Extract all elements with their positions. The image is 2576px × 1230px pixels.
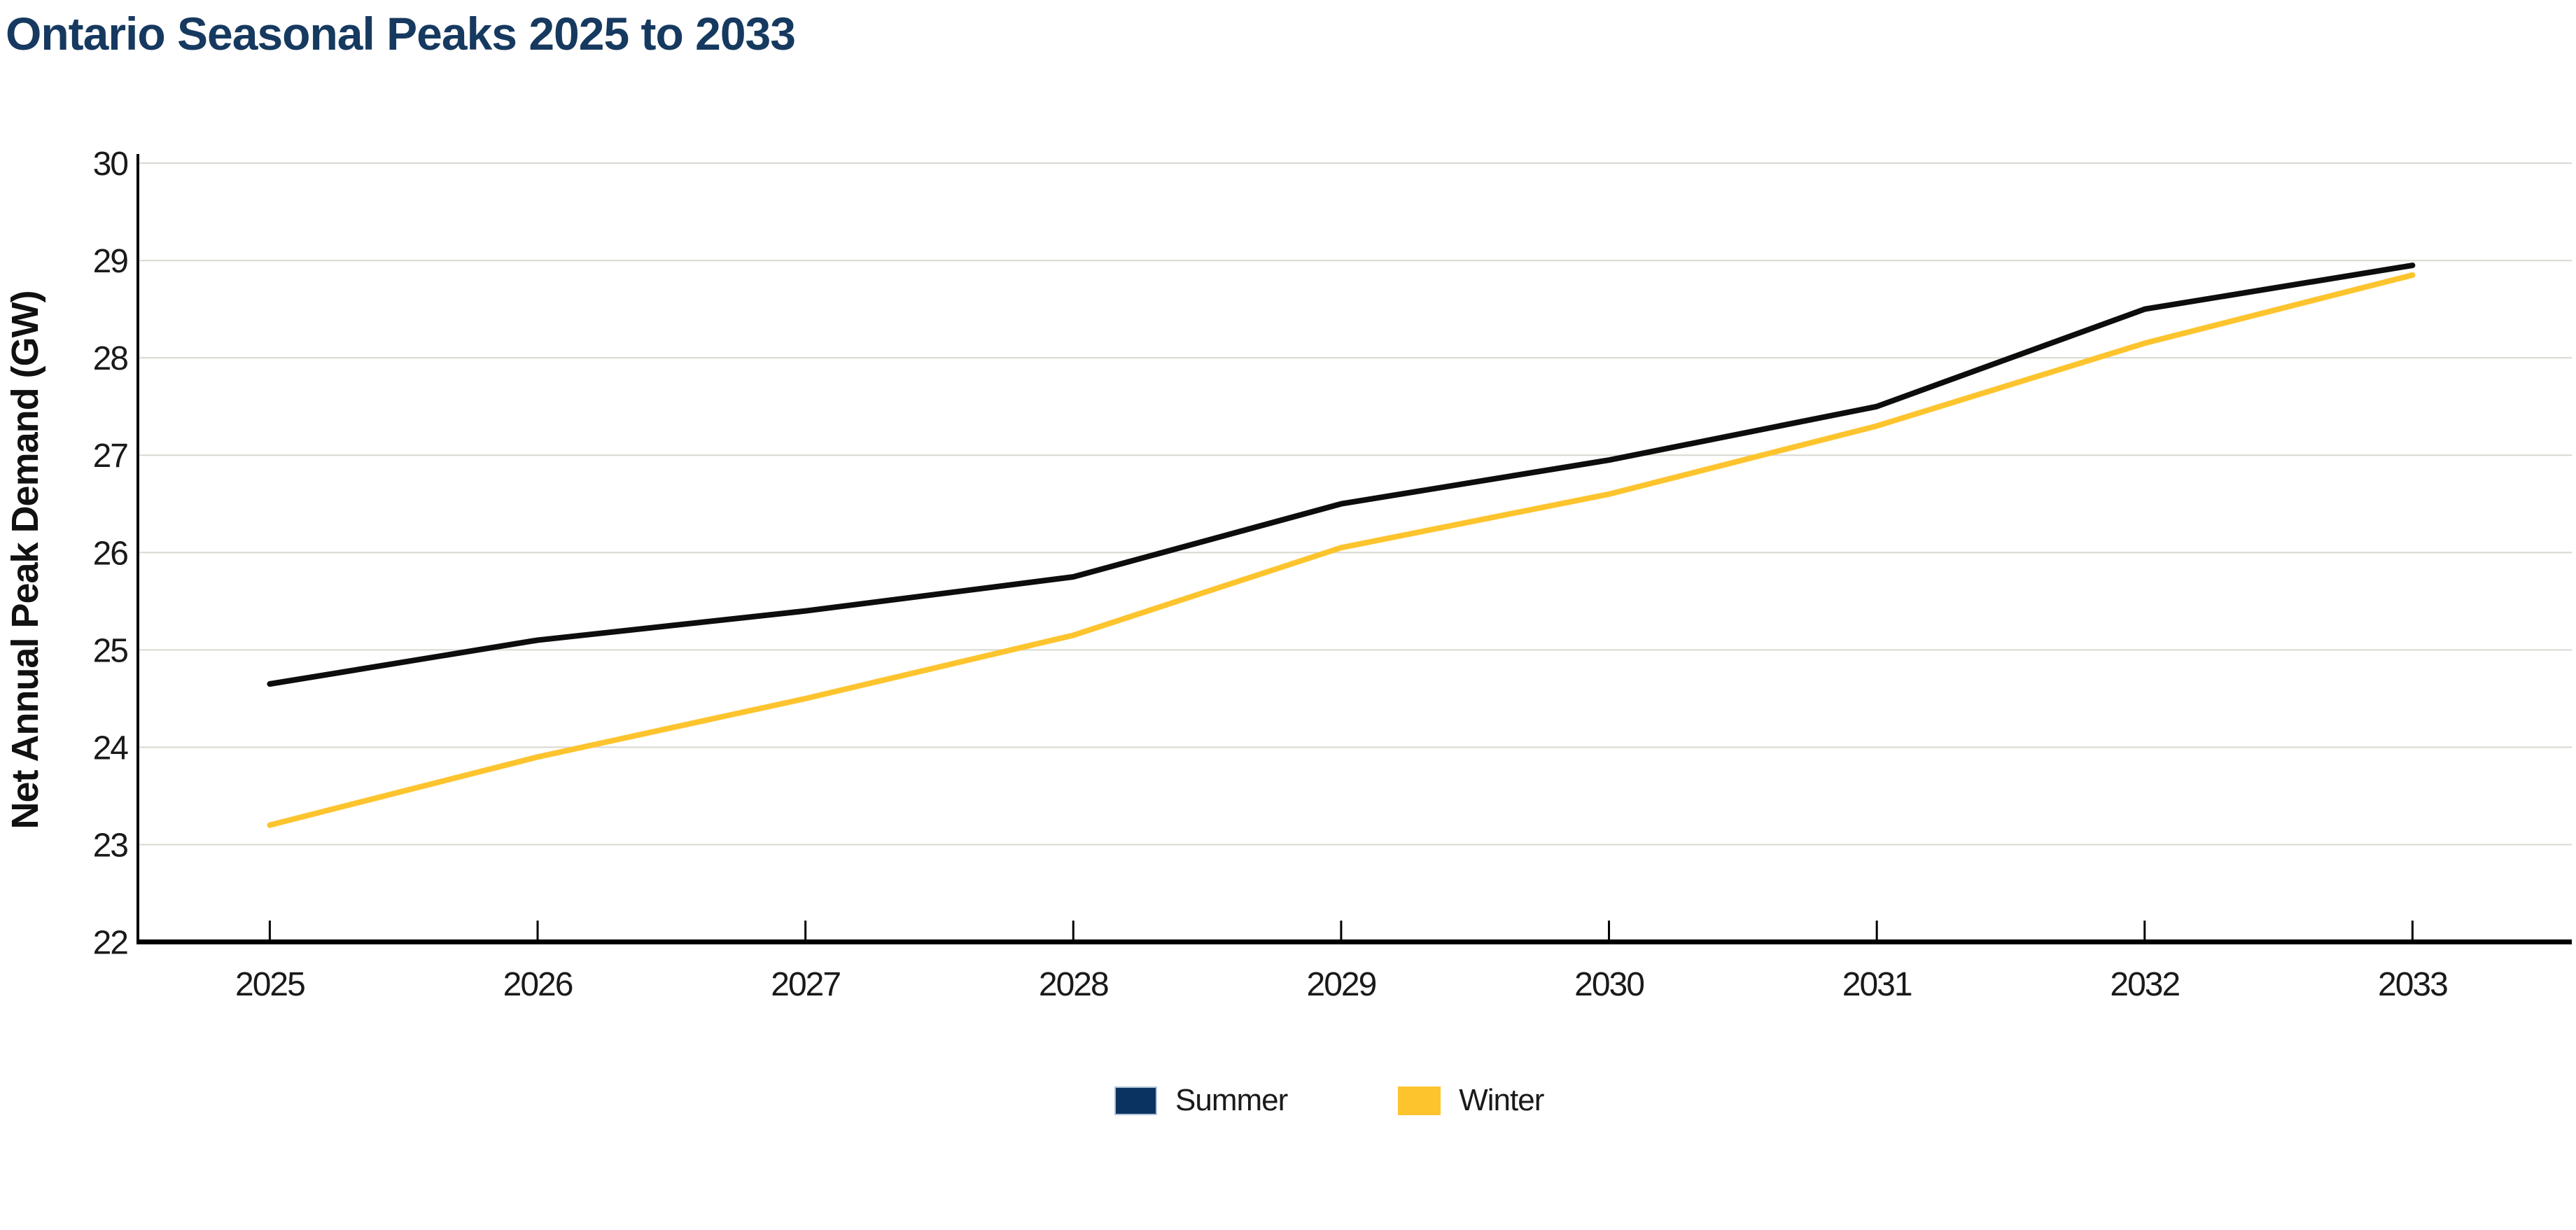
x-axis-tick-label: 2029 [1307,966,1376,1003]
y-axis-tick-label: 26 [93,535,128,572]
legend-item-summer: Summer [1114,1083,1288,1118]
x-axis-tick-label: 2030 [1574,966,1644,1003]
y-axis-tick-label: 23 [93,827,128,864]
x-axis-tick-label: 2025 [235,966,304,1003]
winter-legend-swatch-icon [1398,1086,1441,1115]
y-axis-tick-label: 24 [93,729,129,767]
x-axis-tick-label: 2027 [771,966,840,1003]
summer-legend-swatch-icon [1114,1086,1157,1115]
legend-item-winter: Winter [1398,1083,1544,1118]
series-line-winter [267,272,2416,828]
winter-legend-label: Winter [1459,1083,1544,1117]
y-axis-tick-label: 28 [93,340,128,377]
y-axis-tick-label: 25 [93,632,128,669]
y-axis-tick-label: 30 [93,146,128,183]
summer-legend-label: Summer [1175,1083,1288,1117]
y-axis-tick-label: 27 [93,438,128,475]
series-line-summer [267,263,2416,687]
chart-legend: Summer Winter [1114,1083,1544,1118]
y-axis-tick-label: 22 [93,925,128,962]
y-axis-tick-label: 29 [93,243,128,280]
x-axis-tick-label: 2032 [2110,966,2179,1003]
chart-title: Ontario Seasonal Peaks 2025 to 2033 [6,8,796,60]
x-axis-tick-label: 2031 [1842,966,1912,1003]
x-axis-tick-label: 2028 [1039,966,1108,1003]
x-axis-tick-label: 2026 [503,966,573,1003]
x-axis-tick-label: 2033 [2378,966,2447,1003]
